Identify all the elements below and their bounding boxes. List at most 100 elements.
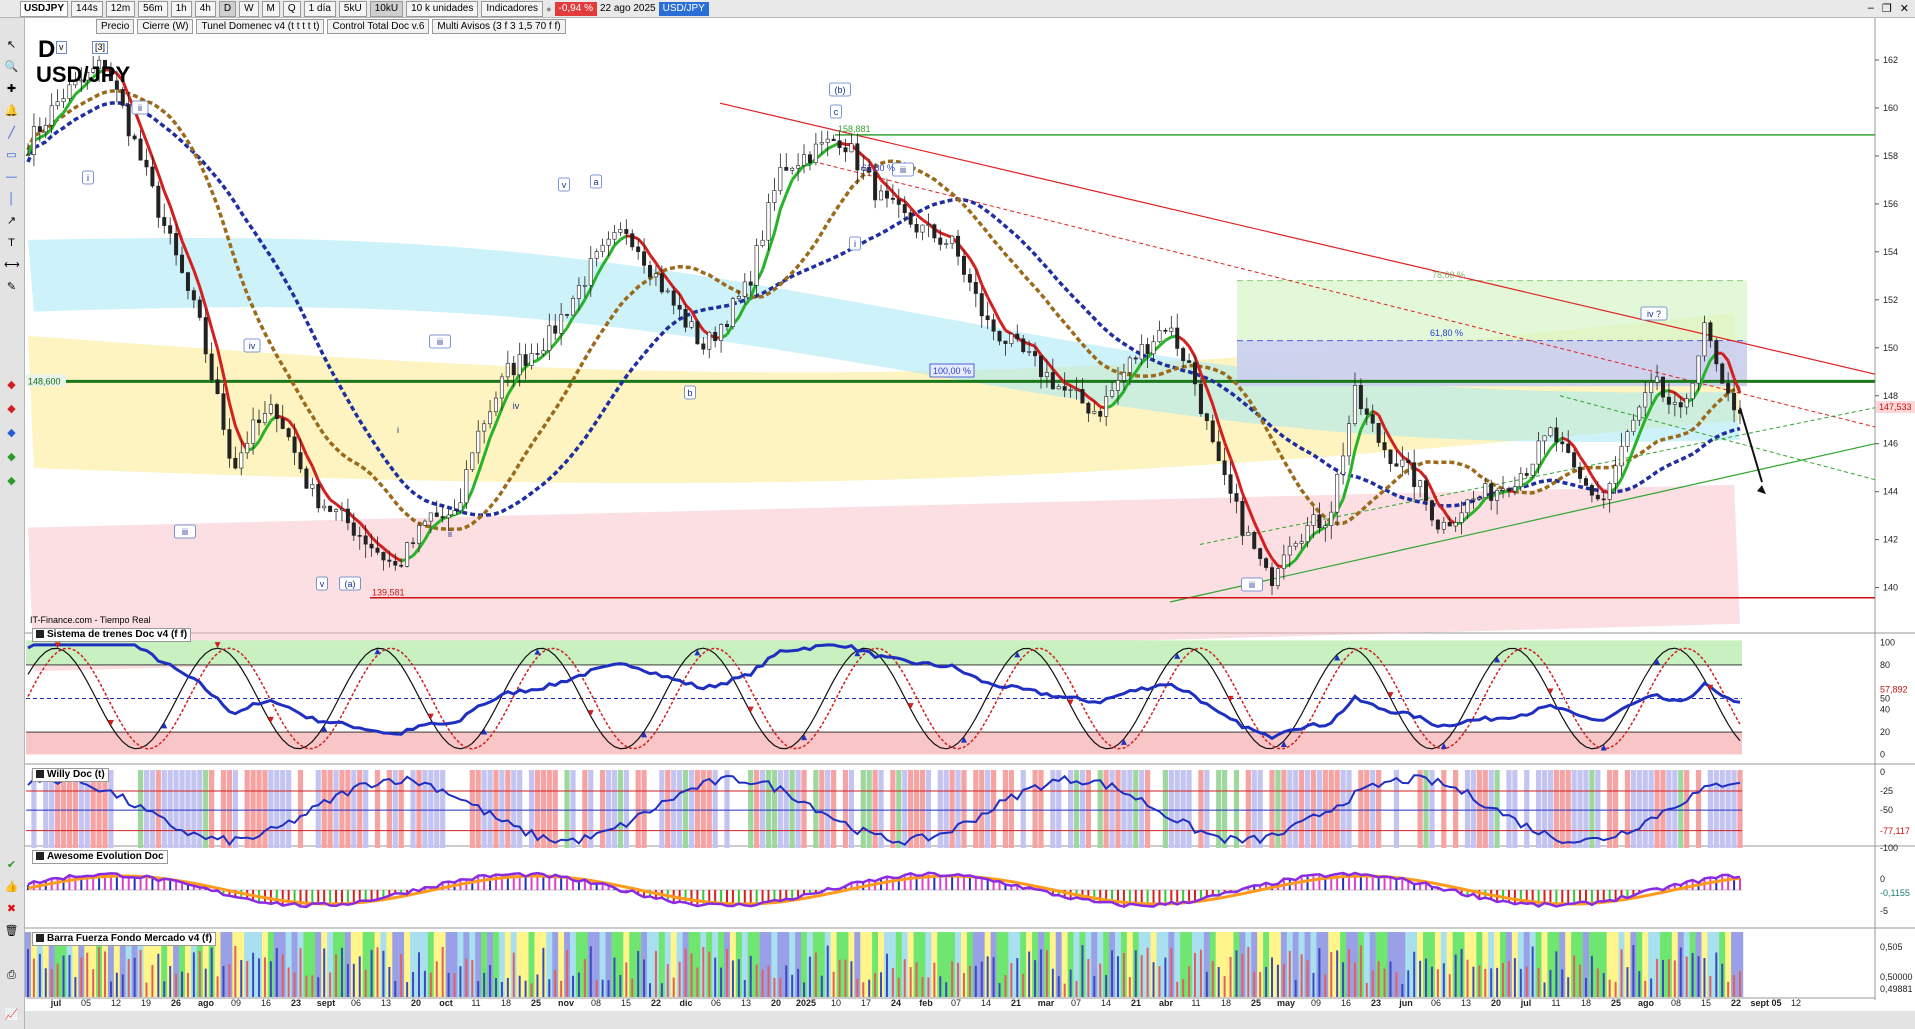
bell-icon[interactable]: 🔔: [4, 105, 19, 117]
candle-body: [730, 298, 735, 327]
ma-fast-segment: [293, 427, 302, 442]
willy-bg-bar: [1583, 770, 1589, 848]
trash-icon[interactable]: 🗑: [4, 925, 19, 937]
indicator-chip-control[interactable]: Control Total Doc v.6: [327, 19, 430, 34]
barra-bar: [1199, 949, 1202, 997]
barra-bar: [654, 951, 657, 997]
barra-bar: [364, 969, 367, 997]
shape-red2-icon[interactable]: ◆: [7, 403, 16, 415]
willy-bg-bar: [1133, 770, 1139, 848]
ma-fast-segment: [139, 125, 148, 143]
crosshair-icon[interactable]: ✚: [6, 83, 17, 95]
willy-bg-bar: [842, 770, 849, 848]
zoom-icon[interactable]: 🔍: [4, 61, 19, 73]
pane-title-barra[interactable]: Barra Fuerza Fondo Mercado v4 (f): [32, 932, 217, 946]
minimize-icon[interactable]: –: [1867, 2, 1874, 14]
trenes-signal-marker: [1014, 651, 1021, 658]
restore-icon[interactable]: ❐: [1881, 3, 1892, 15]
indicator-chip-multi[interactable]: Multi Avisos (3 f 3 1,5 70 f f): [432, 19, 566, 34]
channel-tool-icon[interactable]: ▭: [6, 149, 17, 161]
thumb-up-icon[interactable]: 👍: [4, 881, 19, 893]
willy-bg-bar: [1121, 770, 1127, 848]
print-icon[interactable]: ⎙: [7, 969, 16, 981]
timeframe-d[interactable]: D: [218, 0, 237, 17]
barra-bar: [400, 954, 403, 997]
ma-fast-segment: [1649, 395, 1659, 408]
arrow-tool-icon[interactable]: ↗: [6, 215, 17, 227]
pane-title-trenes[interactable]: Sistema de trenes Doc v4 (f f): [32, 628, 192, 642]
pane-title-awesome[interactable]: Awesome Evolution Doc: [32, 850, 168, 864]
timeframe-m[interactable]: M: [261, 0, 280, 17]
candle-body: [565, 314, 570, 316]
willy-bg-bar: [511, 770, 517, 848]
units-selector[interactable]: 10 k unidades: [406, 0, 479, 17]
delete-icon[interactable]: ✖: [6, 903, 17, 915]
timeframe-w[interactable]: W: [239, 0, 259, 17]
period-selector[interactable]: 1 día: [303, 0, 336, 17]
candle-body: [1264, 558, 1269, 568]
barra-bg-bar: [1446, 932, 1453, 997]
willy-bg-bar: [925, 770, 932, 848]
shape-red-icon[interactable]: ◆: [7, 379, 16, 391]
ma-fast-segment: [1620, 464, 1629, 480]
barra-bar: [1140, 955, 1143, 997]
check-icon[interactable]: ✔: [6, 859, 17, 871]
candle-body: [416, 525, 421, 544]
barra-bar: [731, 960, 734, 997]
barra-bar: [1348, 949, 1351, 997]
barra-bg-bar: [362, 932, 369, 997]
size-5ku[interactable]: 5kU: [338, 0, 367, 17]
barra-bg-bar: [1577, 932, 1584, 997]
indicators-button[interactable]: Indicadores: [481, 0, 544, 17]
willy-bg-bar: [363, 770, 369, 848]
willy-bg-bar: [1541, 770, 1548, 848]
candle-body: [873, 171, 878, 201]
pane-title-willy[interactable]: Willy Doc (t): [32, 768, 109, 782]
timeframe-4h[interactable]: 4h: [194, 0, 216, 17]
shape-green-icon[interactable]: ◆: [7, 451, 16, 463]
date-axis-label: 13: [381, 998, 391, 1008]
shape-green2-icon[interactable]: ◆: [7, 475, 16, 487]
barra-bar: [726, 948, 729, 997]
timeframe-12m[interactable]: 12m: [105, 0, 136, 17]
candle-body: [784, 167, 789, 171]
ma-fast-segment: [761, 250, 770, 271]
barra-bg-bar: [960, 932, 968, 997]
willy-bg-bar: [771, 770, 778, 848]
willy-bg-bar: [268, 770, 274, 848]
barra-bar: [317, 977, 320, 997]
symbol-selector[interactable]: USDJPY: [20, 0, 69, 17]
candle-body: [1181, 348, 1186, 361]
measure-tool-icon[interactable]: ⟷: [4, 259, 20, 271]
ma-fast-segment: [571, 308, 581, 319]
cursor-icon[interactable]: ↖: [6, 39, 17, 51]
timeframe-144s[interactable]: 144s: [71, 0, 103, 17]
indicator-chip-tunel[interactable]: Tunel Domenec v4 (t t t t t): [196, 19, 325, 34]
record-icon[interactable]: ●: [546, 3, 552, 14]
hline-tool-icon[interactable]: ―: [6, 171, 17, 183]
chart-mode-v[interactable]: v: [56, 41, 67, 54]
text-tool-icon[interactable]: T: [8, 237, 15, 249]
barra-bg-bar: [919, 932, 926, 997]
barra-bar: [1371, 970, 1374, 997]
candle-body: [1216, 441, 1221, 462]
vline-tool-icon[interactable]: │: [8, 193, 15, 205]
timeframe-1h[interactable]: 1h: [170, 0, 192, 17]
chart-tool-icon[interactable]: 📈: [4, 1009, 19, 1021]
chart-mode-3[interactable]: [3]: [92, 41, 109, 54]
barra-bar: [1282, 963, 1285, 997]
indicator-chip-cierre[interactable]: Cierre (W): [137, 19, 194, 34]
size-10ku[interactable]: 10kU: [369, 0, 404, 17]
barra-bar: [56, 963, 59, 997]
pen-tool-icon[interactable]: ✎: [6, 281, 17, 293]
indicator-chip-precio[interactable]: Precio: [96, 19, 135, 34]
timeframe-q[interactable]: Q: [282, 0, 301, 17]
date-axis-label: 09: [231, 998, 241, 1008]
close-icon[interactable]: ✕: [1899, 3, 1909, 15]
barra-bar: [1045, 950, 1048, 997]
candle-body: [576, 285, 581, 299]
timeframe-56m[interactable]: 56m: [138, 0, 168, 17]
line-tool-icon[interactable]: ╱: [8, 127, 15, 139]
shape-blue-icon[interactable]: ◆: [7, 427, 16, 439]
